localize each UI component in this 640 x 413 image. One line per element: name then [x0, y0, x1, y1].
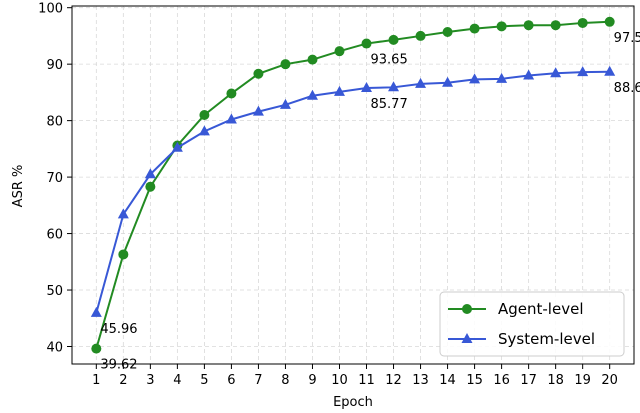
point-0-7 [253, 68, 264, 79]
y-tick-label-100: 100 [38, 2, 63, 17]
x-tick-label-10: 10 [331, 373, 348, 388]
point-0-15 [469, 23, 480, 34]
x-tick-label-8: 8 [281, 373, 289, 388]
annotations: 39.62 45.96 93.65 85.77 97.50 88.65 [100, 31, 640, 373]
point-1-17 [523, 69, 535, 80]
data-label-3: 85.77 [371, 97, 408, 112]
y-tick-label-80: 80 [46, 115, 63, 130]
point-1-16 [496, 72, 508, 83]
plot-frame [71, 5, 635, 365]
legend-item-system-level[interactable]: System-level [448, 330, 595, 348]
point-1-1 [90, 306, 102, 317]
point-0-17 [523, 20, 534, 31]
point-0-5 [199, 109, 210, 120]
point-0-3 [145, 181, 156, 192]
point-0-6 [226, 88, 237, 99]
y-tick-label-90: 90 [46, 58, 63, 73]
point-1-19 [577, 66, 589, 77]
legend-system-label: System-level [498, 330, 595, 348]
point-0-12 [388, 34, 399, 45]
point-1-11 [361, 82, 373, 93]
point-0-11 [361, 38, 372, 49]
legend-agent-label: Agent-level [498, 300, 583, 318]
data-label-5: 88.65 [614, 81, 640, 96]
x-axis-title: Epoch [333, 395, 373, 409]
legend: Agent-level System-level [439, 291, 625, 357]
point-1-13 [415, 77, 427, 88]
point-0-16 [496, 21, 507, 32]
y-tick-label-70: 70 [46, 171, 63, 186]
grid [72, 6, 634, 364]
point-0-9 [307, 54, 318, 65]
point-0-1 [91, 343, 102, 354]
point-1-10 [333, 85, 345, 96]
x-tick-label-14: 14 [439, 373, 456, 388]
x-tick-label-15: 15 [466, 373, 483, 388]
point-0-8 [280, 59, 291, 70]
x-tick-label-3: 3 [146, 373, 154, 388]
point-1-6 [225, 113, 237, 124]
x-tick-label-9: 9 [308, 373, 316, 388]
x-tick-label-4: 4 [173, 373, 181, 388]
point-0-20 [604, 16, 615, 27]
data-label-2: 93.65 [371, 53, 408, 68]
x-tick-label-2: 2 [119, 373, 127, 388]
legend-agent-marker [462, 304, 472, 314]
x-tick-label-5: 5 [200, 373, 208, 388]
point-1-3 [144, 168, 156, 179]
y-tick-label-40: 40 [46, 340, 63, 355]
point-0-13 [415, 30, 426, 41]
point-0-10 [334, 46, 345, 57]
point-0-14 [442, 26, 453, 37]
point-1-18 [550, 67, 562, 78]
y-tick-label-60: 60 [46, 228, 63, 243]
point-0-19 [577, 17, 588, 28]
x-tick-label-7: 7 [254, 373, 262, 388]
x-tick-label-16: 16 [493, 373, 510, 388]
x-tick-label-11: 11 [358, 373, 375, 388]
x-tick-label-6: 6 [227, 373, 235, 388]
x-tick-label-19: 19 [574, 373, 591, 388]
x-tick-label-17: 17 [520, 373, 537, 388]
y-tick-label-50: 50 [46, 284, 63, 299]
point-1-7 [252, 105, 264, 116]
data-label-0: 39.62 [100, 358, 137, 373]
data-label-1: 45.96 [100, 322, 137, 337]
data-label-4: 97.50 [614, 31, 640, 46]
point-1-9 [306, 89, 318, 100]
x-tick-label-20: 20 [601, 373, 618, 388]
point-1-15 [469, 73, 481, 84]
point-1-2 [117, 208, 129, 219]
x-tick-label-1: 1 [92, 373, 100, 388]
point-1-8 [279, 98, 291, 109]
point-1-5 [198, 125, 210, 136]
x-tick-label-12: 12 [385, 373, 402, 388]
axes: 1 2 3 4 5 6 7 8 9 10 11 12 13 14 15 16 17 18 19 20405060708… [38, 2, 635, 388]
legend-item-agent-level[interactable]: Agent-level [448, 300, 583, 318]
series-line-1 [95, 70, 610, 314]
y-axis-title: ASR % [11, 165, 26, 208]
point-1-14 [442, 76, 454, 87]
point-1-20 [604, 65, 616, 76]
point-1-12 [388, 81, 400, 92]
x-tick-label-18: 18 [547, 373, 564, 388]
legend-system-marker [461, 333, 473, 343]
point-0-18 [550, 20, 561, 31]
series-layer [90, 16, 616, 354]
point-0-2 [118, 249, 129, 260]
point-1-4 [171, 141, 183, 152]
x-tick-label-13: 13 [412, 373, 429, 388]
